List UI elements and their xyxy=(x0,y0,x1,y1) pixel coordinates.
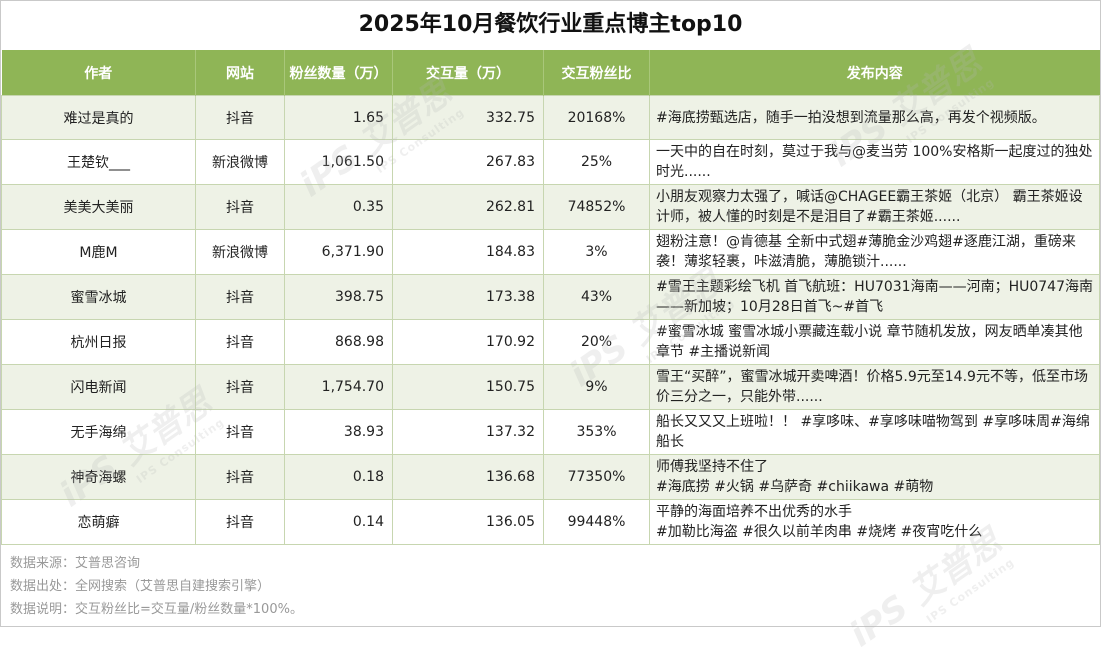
cell-site: 抖音 xyxy=(195,184,285,230)
table-row: 无手海绵 抖音 38.93 137.32 353% 船长又又又上班啦！！ #享哆味、#享哆… xyxy=(1,409,1100,455)
cell-site: 抖音 xyxy=(195,499,285,545)
cell-interactions: 136.05 xyxy=(392,499,544,545)
cell-author: 难过是真的 xyxy=(1,95,196,140)
cell-ratio: 77350% xyxy=(543,454,650,500)
cell-fans: 1.65 xyxy=(284,95,393,140)
table-row: 恋萌癖 抖音 0.14 136.05 99448% 平静的海面培养不出优秀的水手 #加勒比… xyxy=(1,499,1100,545)
cell-content: 翅粉注意！@肯德基 全新中式翅#薄脆金沙鸡翅#逐鹿江湖，重磅来袭！薄浆轻裹，咔滋… xyxy=(649,229,1100,275)
header-content: 发布内容 xyxy=(649,50,1100,96)
cell-author: 无手海绵 xyxy=(1,409,196,455)
cell-interactions: 332.75 xyxy=(392,95,544,140)
cell-content: #雪王主题彩绘飞机 首飞航班：HU7031海南——河南；HU0747海南——新加… xyxy=(649,274,1100,320)
footnotes: 数据来源：艾普思咨询 数据出处：全网搜索（艾普思自建搜索引擎） 数据说明：交互粉… xyxy=(10,552,303,621)
cell-content: #海底捞甄选店，随手一拍没想到流量那么高，再发个视频版。 xyxy=(649,95,1100,140)
report-title: 2025年10月餐饮行业重点博主top10 xyxy=(358,12,743,37)
note-source: 数据来源：艾普思咨询 xyxy=(10,556,141,571)
cell-interactions: 267.83 xyxy=(392,139,544,185)
table-row: 蜜雪冰城 抖音 398.75 173.38 43% #雪王主题彩绘飞机 首飞航班：HU70… xyxy=(1,274,1100,320)
cell-author: 恋萌癖 xyxy=(1,499,196,545)
cell-content: #蜜雪冰城 蜜雪冰城小票藏连载小说 章节随机发放，网友晒单凑其他章节 #主播说新… xyxy=(649,319,1100,365)
header-author: 作者 xyxy=(1,50,196,96)
cell-site: 新浪微博 xyxy=(195,229,285,275)
cell-fans: 0.18 xyxy=(284,454,393,500)
cell-interactions: 184.83 xyxy=(392,229,544,275)
table-row: 闪电新闻 抖音 1,754.70 150.75 9% 雪王“买醉”，蜜雪冰城开卖啤酒！价格… xyxy=(1,364,1100,410)
cell-ratio: 99448% xyxy=(543,499,650,545)
cell-site: 抖音 xyxy=(195,409,285,455)
cell-ratio: 3% xyxy=(543,229,650,275)
cell-interactions: 262.81 xyxy=(392,184,544,230)
header-ratio: 交互粉丝比 xyxy=(543,50,650,96)
cell-ratio: 25% xyxy=(543,139,650,185)
cell-fans: 38.93 xyxy=(284,409,393,455)
cell-fans: 398.75 xyxy=(284,274,393,320)
cell-content: 雪王“买醉”，蜜雪冰城开卖啤酒！价格5.9元至14.9元不等，低至市场价三分之一… xyxy=(649,364,1100,410)
header-interactions: 交互量（万） xyxy=(392,50,544,96)
table-row: 难过是真的 抖音 1.65 332.75 20168% #海底捞甄选店，随手一拍没想到流量… xyxy=(1,95,1100,140)
cell-fans: 1,754.70 xyxy=(284,364,393,410)
cell-site: 抖音 xyxy=(195,274,285,320)
table-header-row: 作者 网站 粉丝数量（万） 交互量（万） 交互粉丝比 发布内容 xyxy=(1,50,1100,96)
table-row: 王楚钦___ 新浪微博 1,061.50 267.83 25% 一天中的自在时刻，莫过于我… xyxy=(1,139,1100,185)
cell-author: 闪电新闻 xyxy=(1,364,196,410)
cell-fans: 868.98 xyxy=(284,319,393,365)
cell-ratio: 74852% xyxy=(543,184,650,230)
cell-site: 抖音 xyxy=(195,319,285,365)
table-row: 神奇海螺 抖音 0.18 136.68 77350% 师傅我坚持不住了 #海底捞 #火锅 … xyxy=(1,454,1100,500)
header-site: 网站 xyxy=(195,50,285,96)
note-explain: 数据说明：交互粉丝比=交互量/粉丝数量*100%。 xyxy=(10,602,303,617)
table-row: M鹿M 新浪微博 6,371.90 184.83 3% 翅粉注意！@肯德基 全新中式翅#薄… xyxy=(1,229,1100,275)
cell-fans: 0.14 xyxy=(284,499,393,545)
cell-author: 杭州日报 xyxy=(1,319,196,365)
header-fans: 粉丝数量（万） xyxy=(284,50,393,96)
cell-author: M鹿M xyxy=(1,229,196,275)
cell-author: 王楚钦___ xyxy=(1,139,196,185)
cell-interactions: 136.68 xyxy=(392,454,544,500)
cell-content: 平静的海面培养不出优秀的水手 #加勒比海盗 #很久以前羊肉串 #烧烤 #夜宵吃什… xyxy=(649,499,1100,545)
cell-fans: 6,371.90 xyxy=(284,229,393,275)
cell-ratio: 9% xyxy=(543,364,650,410)
table-row: 美美大美丽 抖音 0.35 262.81 74852% 小朋友观察力太强了，喊话@CHAG… xyxy=(1,184,1100,230)
cell-ratio: 353% xyxy=(543,409,650,455)
cell-author: 神奇海螺 xyxy=(1,454,196,500)
note-origin: 数据出处：全网搜索（艾普思自建搜索引擎） xyxy=(10,579,271,594)
cell-interactions: 137.32 xyxy=(392,409,544,455)
cell-fans: 1,061.50 xyxy=(284,139,393,185)
cell-fans: 0.35 xyxy=(284,184,393,230)
cell-site: 抖音 xyxy=(195,454,285,500)
cell-author: 蜜雪冰城 xyxy=(1,274,196,320)
cell-content: 师傅我坚持不住了 #海底捞 #火锅 #乌萨奇 #chiikawa #萌物 xyxy=(649,454,1100,500)
blogger-table: 作者 网站 粉丝数量（万） 交互量（万） 交互粉丝比 发布内容 难过是真的 抖音 1… xyxy=(1,50,1100,545)
cell-site: 新浪微博 xyxy=(195,139,285,185)
cell-interactions: 170.92 xyxy=(392,319,544,365)
table-row: 杭州日报 抖音 868.98 170.92 20% #蜜雪冰城 蜜雪冰城小票藏连载小说 章… xyxy=(1,319,1100,365)
cell-site: 抖音 xyxy=(195,95,285,140)
cell-ratio: 20% xyxy=(543,319,650,365)
cell-ratio: 43% xyxy=(543,274,650,320)
cell-site: 抖音 xyxy=(195,364,285,410)
cell-interactions: 173.38 xyxy=(392,274,544,320)
cell-content: 船长又又又上班啦！！ #享哆味、#享哆味喵物驾到 #享哆味周#海绵船长 xyxy=(649,409,1100,455)
cell-content: 一天中的自在时刻，莫过于我与@麦当劳 100%安格斯一起度过的独处时光.....… xyxy=(649,139,1100,185)
cell-content: 小朋友观察力太强了，喊话@CHAGEE霸王茶姬（北京） 霸王茶姬设计师，被人懂的… xyxy=(649,184,1100,230)
cell-ratio: 20168% xyxy=(543,95,650,140)
cell-author: 美美大美丽 xyxy=(1,184,196,230)
cell-interactions: 150.75 xyxy=(392,364,544,410)
